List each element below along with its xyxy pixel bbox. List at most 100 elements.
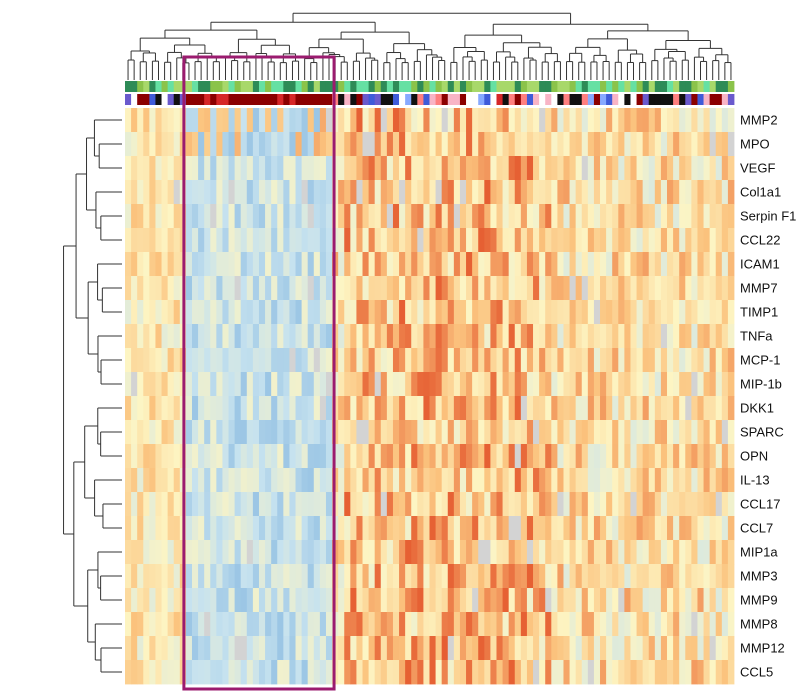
heatmap-cell	[374, 324, 382, 349]
heatmap-cell	[502, 396, 510, 421]
heatmap-cell	[508, 156, 516, 181]
heatmap-cell	[642, 252, 650, 277]
heatmap-cell	[125, 372, 132, 397]
heatmap-cell	[484, 108, 491, 133]
heatmap-cell	[283, 180, 290, 205]
heatmap-cell	[155, 636, 162, 661]
heatmap-cell	[289, 444, 296, 469]
heatmap-cell	[679, 492, 686, 517]
heatmap-cell	[191, 612, 199, 637]
heatmap-cell	[490, 300, 497, 325]
heatmap-cell	[453, 468, 461, 493]
heatmap-cell	[727, 228, 735, 253]
heatmap-cell	[618, 132, 625, 157]
group-annotation-cell	[539, 81, 546, 92]
heatmap-cell	[350, 660, 357, 685]
heatmap-cell	[155, 252, 162, 277]
heatmap-cell	[198, 636, 205, 661]
heatmap-cell	[721, 468, 729, 493]
heatmap-cell	[313, 372, 321, 397]
heatmap-cell	[295, 444, 303, 469]
heatmap-cell	[417, 588, 424, 613]
heatmap-cell	[679, 204, 686, 229]
heatmap-cell	[435, 492, 443, 517]
heatmap-cell	[673, 492, 680, 517]
heatmap-cell	[307, 492, 315, 517]
heatmap-cell	[295, 396, 303, 421]
heatmap-cell	[545, 156, 552, 181]
heatmap-cell	[258, 516, 266, 541]
heatmap-cell	[210, 636, 217, 661]
heatmap-cell	[386, 228, 394, 253]
heatmap-cell	[131, 468, 138, 493]
heatmap-cell	[417, 228, 424, 253]
heatmap-cell	[441, 324, 449, 349]
heatmap-cell	[441, 492, 449, 517]
heatmap-cell	[447, 564, 455, 589]
heatmap-cell	[295, 156, 303, 181]
heatmap-cell	[423, 156, 430, 181]
heatmap-cell	[325, 492, 333, 517]
row-dendrogram	[63, 119, 122, 673]
heatmap-cells	[125, 108, 735, 685]
heatmap-cell	[258, 468, 266, 493]
heatmap-cell	[587, 180, 595, 205]
heatmap-cell	[143, 468, 150, 493]
sample-annotation-cell	[161, 94, 169, 105]
heatmap-cell	[356, 252, 363, 277]
heatmap-cell	[149, 636, 156, 661]
heatmap-cell	[210, 372, 217, 397]
heatmap-cell	[673, 156, 680, 181]
heatmap-cell	[520, 132, 528, 157]
heatmap-cell	[533, 540, 540, 565]
heatmap-cell	[374, 468, 382, 493]
heatmap-cell	[472, 324, 479, 349]
heatmap-cell	[191, 300, 199, 325]
heatmap-cell	[581, 492, 589, 517]
heatmap-cell	[667, 324, 674, 349]
heatmap-cell	[149, 276, 156, 301]
heatmap-cell	[411, 468, 418, 493]
heatmap-cell	[319, 300, 327, 325]
heatmap-cell	[405, 204, 412, 229]
heatmap-cell	[630, 108, 637, 133]
heatmap-cell	[648, 468, 656, 493]
heatmap-cell	[295, 540, 303, 565]
heatmap-cell	[593, 348, 601, 373]
heatmap-cell	[490, 132, 497, 157]
heatmap-cell	[137, 372, 144, 397]
sample-annotation-cell	[307, 94, 315, 105]
heatmap-cell	[453, 276, 461, 301]
group-annotation-cell	[691, 81, 698, 92]
heatmap-cell	[539, 132, 546, 157]
heatmap-cell	[533, 420, 540, 445]
sample-annotation-cell	[399, 94, 406, 105]
heatmap-cell	[709, 180, 717, 205]
heatmap-cell	[612, 540, 619, 565]
heatmap-cell	[545, 300, 552, 325]
heatmap-cell	[660, 156, 668, 181]
heatmap-cell	[563, 540, 570, 565]
heatmap-cell	[490, 156, 497, 181]
heatmap-cell	[344, 636, 351, 661]
heatmap-cell	[240, 588, 248, 613]
heatmap-cell	[642, 348, 650, 373]
sample-annotation-cell	[405, 94, 412, 105]
heatmap-cell	[380, 348, 388, 373]
heatmap-cell	[447, 324, 455, 349]
heatmap-cell	[173, 252, 181, 277]
heatmap-cell	[691, 492, 698, 517]
heatmap-cell	[185, 396, 193, 421]
heatmap-cell	[508, 132, 516, 157]
heatmap-cell	[551, 348, 558, 373]
heatmap-cell	[228, 492, 236, 517]
heatmap-cell	[539, 420, 546, 445]
heatmap-cell	[721, 372, 729, 397]
heatmap-cell	[417, 396, 424, 421]
heatmap-cell	[703, 516, 711, 541]
heatmap-cell	[472, 468, 479, 493]
heatmap-cell	[228, 300, 236, 325]
heatmap-cell	[137, 444, 144, 469]
heatmap-cell	[587, 396, 595, 421]
heatmap-cell	[405, 468, 412, 493]
